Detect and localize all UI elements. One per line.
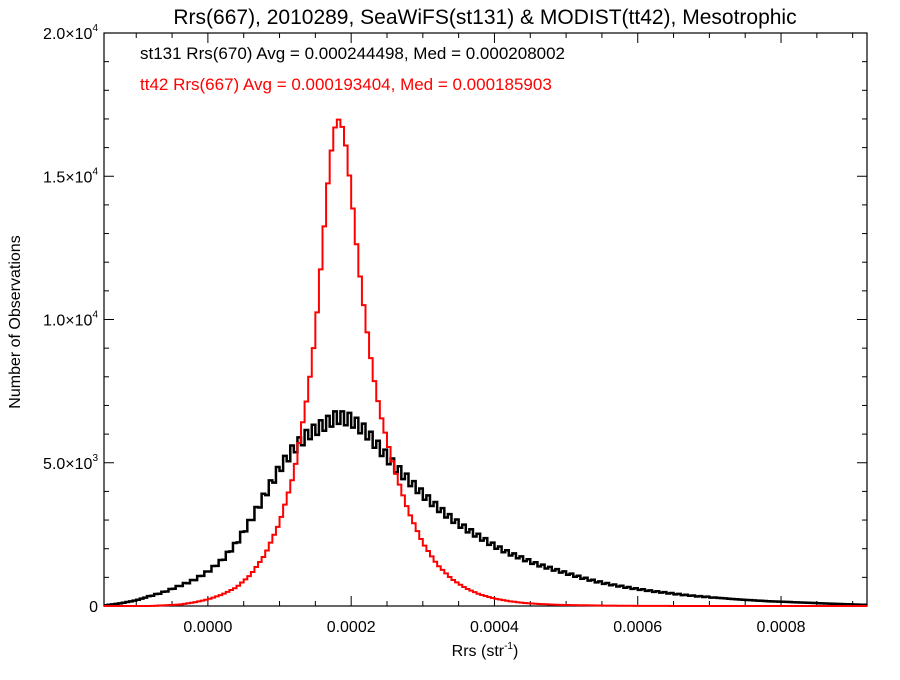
y-tick-label: 5.0×103 [43,453,98,473]
x-axis-label: Rrs (str-1) [452,641,519,660]
x-tick-label: 0.0006 [613,619,662,636]
chart-title: Rrs(667), 2010289, SeaWiFS(st131) & MODI… [173,6,796,29]
y-tick-label: 1.0×104 [43,310,98,330]
histogram-series-2 [104,118,867,607]
histogram-series-1 [104,410,867,607]
y-tick-label: 2.0×104 [43,23,98,43]
x-tick-label: 0.0002 [327,619,376,636]
y-axis-label: Number of Observations [7,235,24,408]
x-tick-label: 0.0008 [757,619,806,636]
y-tick-label: 0 [89,599,98,616]
legend-entry: st131 Rrs(670) Avg = 0.000244498, Med = … [140,44,565,63]
x-tick-label: 0.0000 [183,619,232,636]
x-tick-label: 0.0004 [470,619,519,636]
legend-entry: tt42 Rrs(667) Avg = 0.000193404, Med = 0… [140,75,552,94]
plot-frame [103,32,868,607]
y-tick-label: 1.5×104 [43,166,98,186]
